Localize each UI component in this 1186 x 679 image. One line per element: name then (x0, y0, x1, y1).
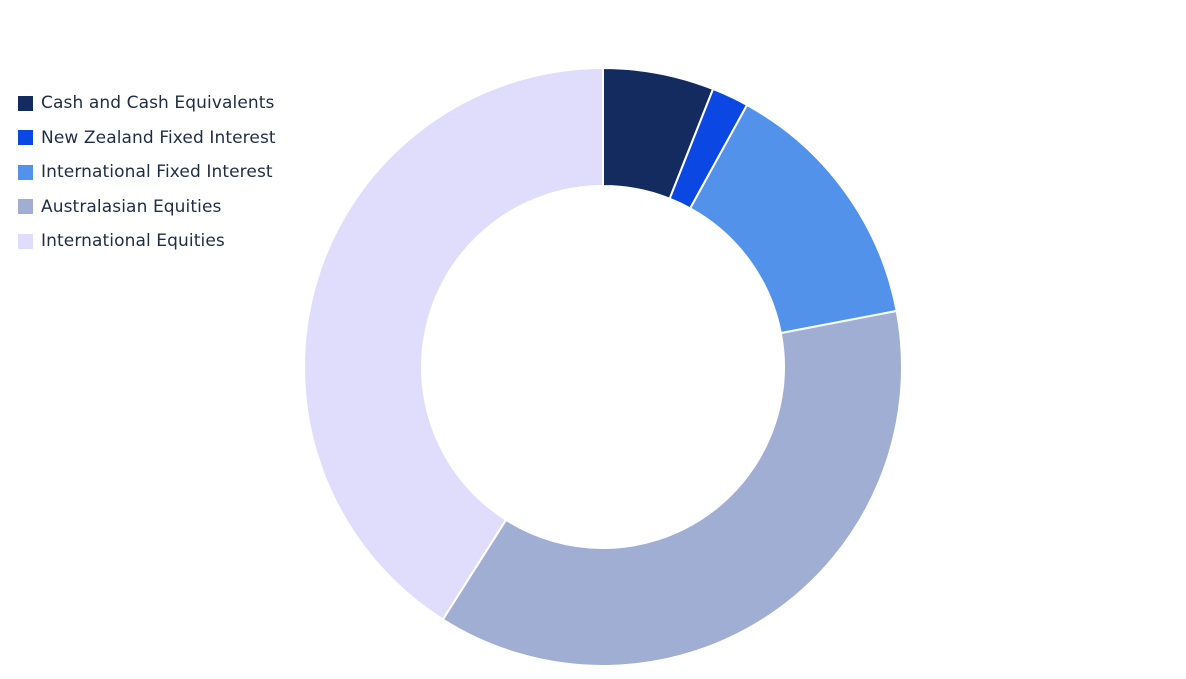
legend-item-2[interactable]: New Zealand Fixed Interest (18, 121, 276, 156)
donut-slice-4[interactable] (441, 309, 903, 667)
legend-item-1[interactable]: Cash and Cash Equivalents (18, 86, 276, 121)
legend-swatch (18, 95, 33, 111)
legend-item-4[interactable]: Australasian Equities (18, 190, 276, 225)
legend-item-5[interactable]: International Equities (18, 224, 276, 259)
legend-swatch (18, 130, 33, 146)
legend-label: International Fixed Interest (41, 162, 273, 183)
legend: Cash and Cash Equivalents New Zealand Fix… (18, 86, 276, 259)
legend-item-3[interactable]: International Fixed Interest (18, 155, 276, 190)
legend-swatch (18, 233, 33, 249)
donut-slice-5[interactable] (303, 66, 604, 621)
legend-swatch (18, 164, 33, 180)
legend-label: Australasian Equities (41, 196, 222, 217)
legend-label: International Equities (41, 231, 225, 252)
legend-label: Cash and Cash Equivalents (41, 93, 275, 114)
legend-swatch (18, 199, 33, 215)
legend-label: New Zealand Fixed Interest (41, 127, 276, 148)
